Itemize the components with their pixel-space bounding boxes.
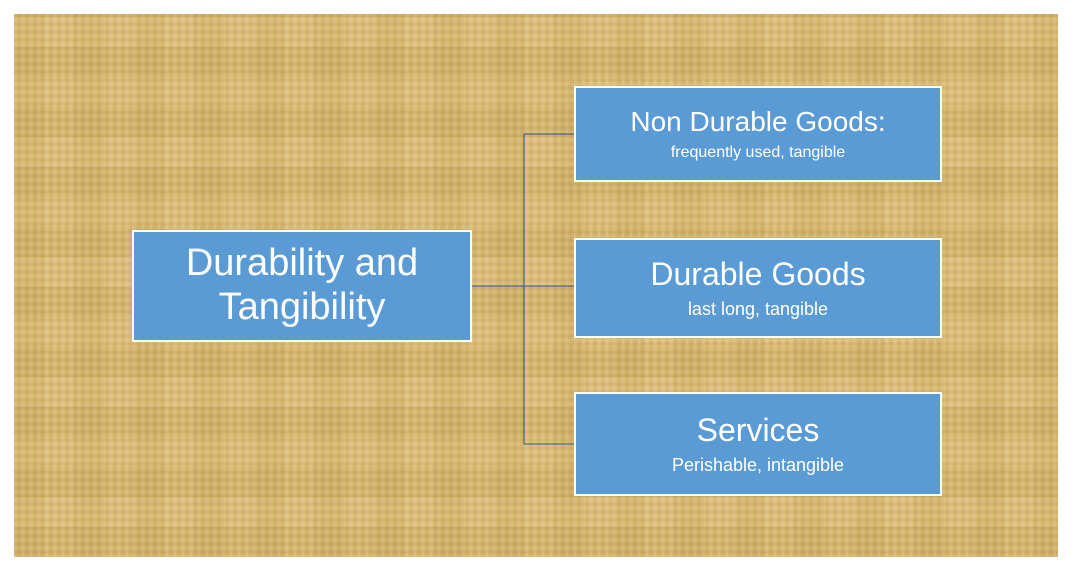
child-title: Non Durable Goods: [630, 106, 885, 138]
child-subtitle: last long, tangible [688, 299, 828, 320]
child-subtitle: frequently used, tangible [671, 144, 845, 162]
diagram-canvas: Durability and Tangibility Non Durable G… [14, 14, 1058, 557]
child-node: Durable Goods last long, tangible [574, 238, 942, 338]
child-subtitle: Perishable, intangible [672, 455, 844, 476]
child-title: Services [697, 412, 820, 449]
root-node: Durability and Tangibility [132, 230, 472, 342]
child-title: Durable Goods [650, 256, 865, 293]
child-node: Non Durable Goods: frequently used, tangi… [574, 86, 942, 182]
connector-path [472, 134, 574, 444]
slide-frame: Durability and Tangibility Non Durable G… [0, 0, 1074, 573]
root-title-line1: Durability and [186, 242, 418, 286]
root-title-line2: Tangibility [219, 286, 386, 330]
child-node: Services Perishable, intangible [574, 392, 942, 496]
